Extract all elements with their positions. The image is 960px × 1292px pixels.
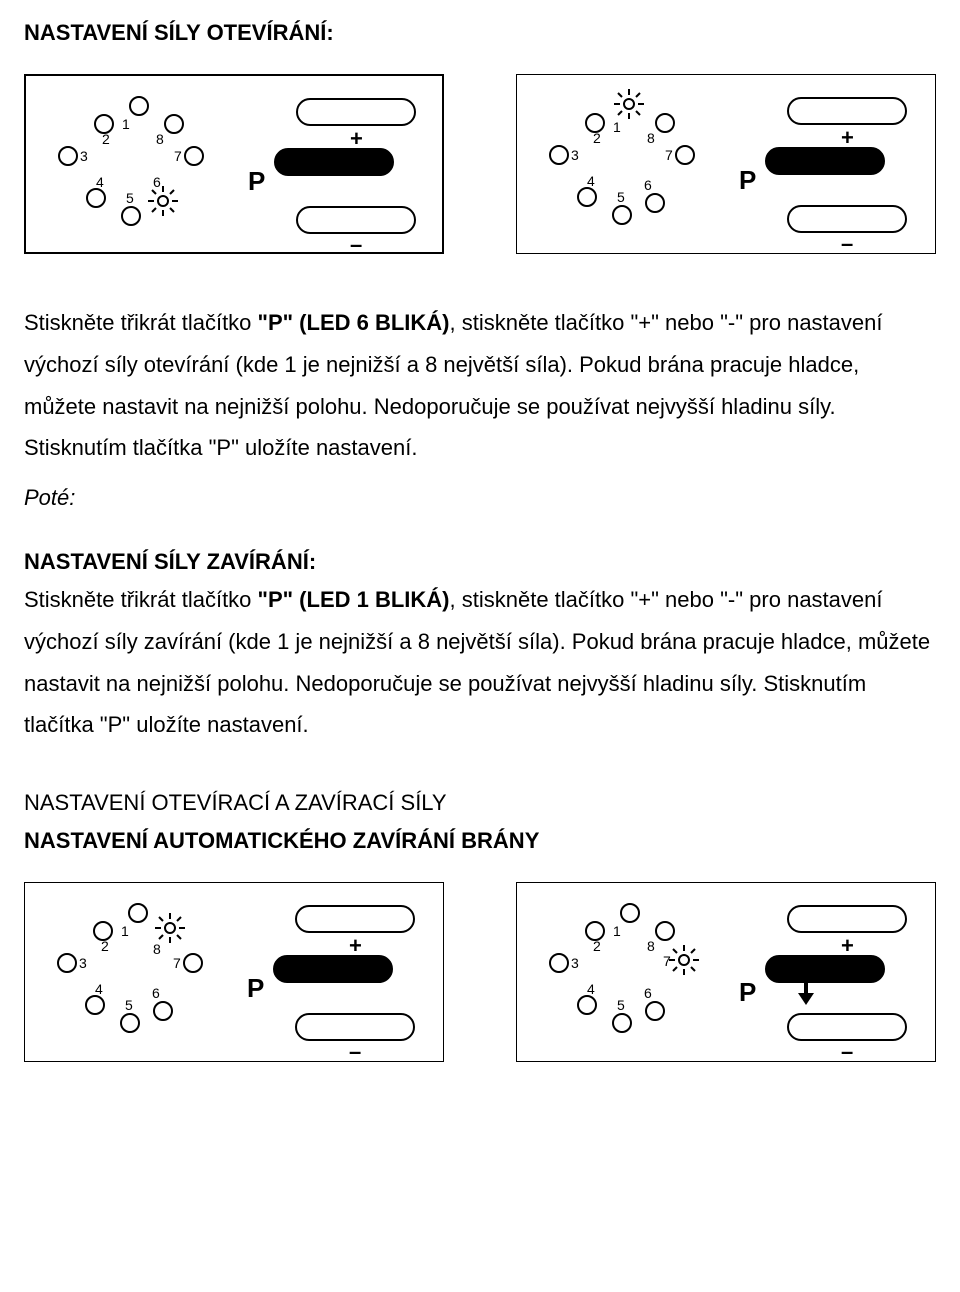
control-panel-diagram-led6: 1 2 3 4 5 6 7 bbox=[24, 74, 444, 254]
minus-button bbox=[296, 206, 416, 234]
led-2-label: 2 bbox=[593, 938, 601, 954]
heading-closing-force: NASTAVENÍ SÍLY ZAVÍRÁNÍ: bbox=[24, 549, 936, 575]
led-5 bbox=[612, 1013, 632, 1033]
led-7 bbox=[675, 145, 695, 165]
led-8-active-icon bbox=[155, 913, 185, 943]
diagram-row-1: 1 2 3 4 5 6 7 bbox=[24, 74, 936, 254]
p-button bbox=[765, 955, 885, 983]
led-6-label: 6 bbox=[152, 985, 160, 1001]
led-7-active-icon bbox=[669, 945, 699, 975]
led-5-label: 5 bbox=[617, 997, 625, 1013]
led-3 bbox=[57, 953, 77, 973]
led-7 bbox=[184, 146, 204, 166]
led-3-label: 3 bbox=[571, 955, 579, 971]
minus-button bbox=[787, 205, 907, 233]
led-5 bbox=[121, 206, 141, 226]
led-2-label: 2 bbox=[102, 131, 110, 147]
heading-opening-force: NASTAVENÍ SÍLY OTEVÍRÁNÍ: bbox=[24, 20, 936, 46]
led-1-label: 1 bbox=[121, 923, 129, 939]
led-1 bbox=[620, 903, 640, 923]
led-8-label: 8 bbox=[647, 130, 655, 146]
led-3 bbox=[549, 145, 569, 165]
heading-open-close-force: NASTAVENÍ OTEVÍRACÍ A ZAVÍRACÍ SÍLY bbox=[24, 782, 936, 824]
p-button bbox=[273, 955, 393, 983]
pote-text: Poté: bbox=[24, 477, 936, 519]
led-1-active-icon bbox=[614, 89, 644, 119]
diagram-row-2: 1 2 3 4 5 6 7 bbox=[24, 882, 936, 1062]
led-5 bbox=[612, 205, 632, 225]
p-button bbox=[765, 147, 885, 175]
led-1-label: 1 bbox=[122, 116, 130, 132]
control-panel-diagram-led1: 1 2 3 4 5 6 7 8 + P – bbox=[516, 74, 936, 254]
minus-label: – bbox=[349, 1039, 361, 1065]
led-7-label: 7 bbox=[174, 148, 182, 164]
led-5-label: 5 bbox=[126, 190, 134, 206]
led-8-label: 8 bbox=[156, 131, 164, 147]
led-7-label: 7 bbox=[663, 953, 671, 969]
led-8 bbox=[164, 114, 184, 134]
minus-button bbox=[787, 1013, 907, 1041]
led-3-label: 3 bbox=[571, 147, 579, 163]
plus-button bbox=[295, 905, 415, 933]
led-1-label: 1 bbox=[613, 119, 621, 135]
led-6-label: 6 bbox=[644, 177, 652, 193]
p-label: P bbox=[739, 977, 756, 1008]
led-6 bbox=[153, 1001, 173, 1021]
minus-label: – bbox=[841, 231, 853, 257]
led-4-label: 4 bbox=[95, 981, 103, 997]
plus-button bbox=[296, 98, 416, 126]
led-2-label: 2 bbox=[593, 130, 601, 146]
led-4-label: 4 bbox=[587, 173, 595, 189]
led-6 bbox=[645, 1001, 665, 1021]
p2-b1: "P" (LED 1 BLIKÁ) bbox=[258, 587, 450, 612]
led-2-label: 2 bbox=[101, 938, 109, 954]
arrow-down-icon bbox=[795, 979, 817, 1010]
p-label: P bbox=[739, 165, 756, 196]
led-3-label: 3 bbox=[80, 148, 88, 164]
plus-button bbox=[787, 97, 907, 125]
led-4 bbox=[86, 188, 106, 208]
led-8 bbox=[655, 921, 675, 941]
led-4-label: 4 bbox=[587, 981, 595, 997]
minus-button bbox=[295, 1013, 415, 1041]
p2-t1: Stiskněte třikrát tlačítko bbox=[24, 587, 258, 612]
led-1 bbox=[128, 903, 148, 923]
control-panel-diagram-led7-arrow: 1 2 3 4 5 6 7 bbox=[516, 882, 936, 1062]
plus-button bbox=[787, 905, 907, 933]
led-3 bbox=[58, 146, 78, 166]
control-panel-diagram-led8: 1 2 3 4 5 6 7 bbox=[24, 882, 444, 1062]
led-6-active-icon bbox=[148, 186, 178, 216]
led-7-label: 7 bbox=[665, 147, 673, 163]
led-7 bbox=[183, 953, 203, 973]
led-5-label: 5 bbox=[617, 189, 625, 205]
led-1-label: 1 bbox=[613, 923, 621, 939]
heading-auto-close: NASTAVENÍ AUTOMATICKÉHO ZAVÍRÁNÍ BRÁNY bbox=[24, 828, 936, 854]
led-4 bbox=[577, 187, 597, 207]
opening-force-paragraph: Stiskněte třikrát tlačítko "P" (LED 6 BL… bbox=[24, 302, 936, 469]
led-8-label: 8 bbox=[153, 941, 161, 957]
led-3 bbox=[549, 953, 569, 973]
led-6 bbox=[645, 193, 665, 213]
led-1 bbox=[129, 96, 149, 116]
led-4-label: 4 bbox=[96, 174, 104, 190]
led-6-label: 6 bbox=[153, 174, 161, 190]
p1-b1: "P" (LED 6 BLIKÁ) bbox=[258, 310, 450, 335]
led-6-label: 6 bbox=[644, 985, 652, 1001]
minus-label: – bbox=[350, 232, 362, 258]
p-button bbox=[274, 148, 394, 176]
led-8-label: 8 bbox=[647, 938, 655, 954]
led-7-label: 7 bbox=[173, 955, 181, 971]
p1-t1: Stiskněte třikrát tlačítko bbox=[24, 310, 258, 335]
led-4 bbox=[85, 995, 105, 1015]
led-5 bbox=[120, 1013, 140, 1033]
p-label: P bbox=[247, 973, 264, 1004]
minus-label: – bbox=[841, 1039, 853, 1065]
p-label: P bbox=[248, 166, 265, 197]
led-4 bbox=[577, 995, 597, 1015]
led-8 bbox=[655, 113, 675, 133]
closing-force-paragraph: Stiskněte třikrát tlačítko "P" (LED 1 BL… bbox=[24, 579, 936, 746]
led-5-label: 5 bbox=[125, 997, 133, 1013]
led-3-label: 3 bbox=[79, 955, 87, 971]
